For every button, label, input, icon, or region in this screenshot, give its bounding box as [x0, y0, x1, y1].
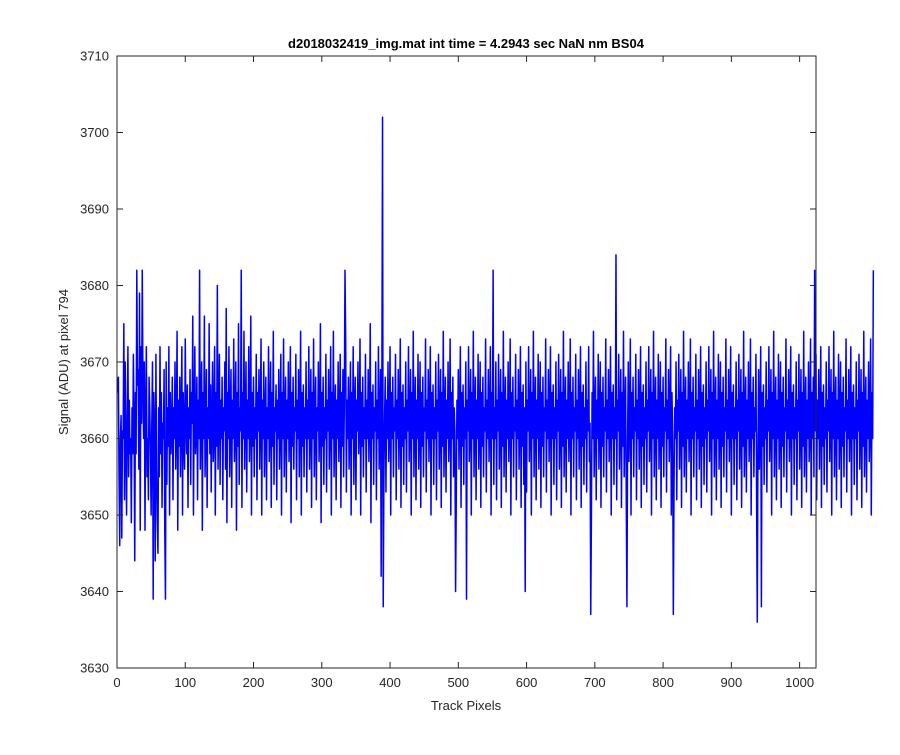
x-axis-label: Track Pixels — [431, 698, 502, 713]
x-tick-label: 200 — [243, 675, 265, 690]
x-tick-label: 600 — [516, 675, 538, 690]
x-tick-label: 500 — [447, 675, 469, 690]
x-tick-label: 1000 — [785, 675, 814, 690]
x-tick-label: 300 — [311, 675, 333, 690]
y-tick-label: 3690 — [80, 202, 109, 217]
x-tick-label: 400 — [379, 675, 401, 690]
chart-title: d2018032419_img.mat int time = 4.2943 se… — [288, 36, 645, 51]
y-tick-label: 3660 — [80, 431, 109, 446]
y-axis-label: Signal (ADU) at pixel 794 — [56, 289, 71, 435]
x-tick-label: 800 — [652, 675, 674, 690]
tick-layer: 0 100 200 300 400 500 600 700 800 900 1000 3630 3640… — [80, 49, 816, 690]
y-tick-label: 3670 — [80, 355, 109, 370]
y-tick-label: 3680 — [80, 278, 109, 293]
series-layer — [116, 116, 875, 623]
signal-series-line — [116, 116, 875, 623]
x-tick-label: 900 — [721, 675, 743, 690]
x-tick-label: 100 — [174, 675, 196, 690]
y-tick-label: 3650 — [80, 508, 109, 523]
y-tick-label: 3640 — [80, 584, 109, 599]
axes-box — [116, 55, 817, 669]
x-tick-label: 0 — [113, 675, 120, 690]
y-tick-label: 3700 — [80, 125, 109, 140]
x-tick-label: 700 — [584, 675, 606, 690]
y-tick-label: 3630 — [80, 661, 109, 676]
y-tick-label: 3710 — [80, 49, 109, 64]
